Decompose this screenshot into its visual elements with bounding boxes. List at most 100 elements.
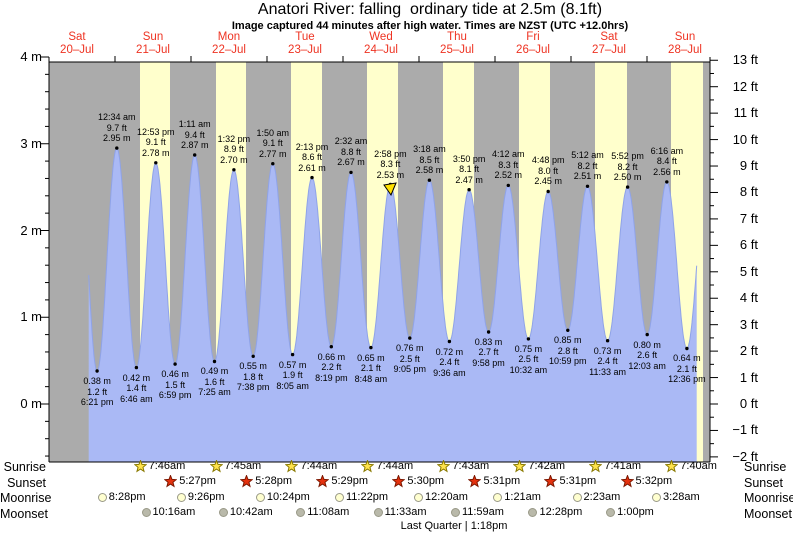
moonrise-time: 2:23am [583, 490, 621, 503]
tide-label-line: 0.38 m [83, 376, 111, 387]
tide-label-line: 2.53 m [376, 169, 405, 180]
high-tide-label: 2:32 am 8.8 ft 2.67 m [335, 136, 368, 168]
sunset-star-icon [316, 475, 330, 488]
moonset-icon [218, 508, 228, 517]
sunrise-entry: 7:43am [437, 459, 489, 473]
day-label: Sun 28–Jul [668, 31, 702, 56]
moonset-entry: 11:59am [450, 506, 504, 519]
tide-extreme-dot [605, 339, 610, 343]
sunset-time: 5:32pm [635, 475, 673, 487]
tide-label-line: 2.87 m [180, 140, 209, 151]
tide-label-line: 8.2 ft [577, 160, 598, 171]
moonset-entry: 10:42am [218, 506, 273, 519]
moonset-entry: 11:33am [373, 506, 427, 519]
high-tide-label: 4:12 am 8.3 ft 2.52 m [492, 149, 525, 181]
sunrise-entry: 7:42am [513, 459, 565, 473]
moonset-time: 12:28pm [539, 506, 583, 518]
tide-label-line: 0.64 m [673, 353, 701, 364]
right-axis-tick-label: 12 ft [732, 78, 758, 94]
current-time-marker [383, 181, 398, 196]
tide-label-line: 1.6 ft [204, 376, 225, 387]
tide-label-line: 8.9 ft [223, 144, 244, 155]
high-tide-label: 12:34 am 9.7 ft 2.95 m [98, 112, 136, 144]
tide-extreme-dot [665, 180, 669, 184]
sunrise-time: 7:41am [604, 459, 642, 472]
left-axis-tick-label: 0 m [20, 396, 42, 411]
sunrise-entry: 7:44am [361, 459, 414, 473]
tide-label-line: 1.8 ft [243, 371, 264, 382]
low-tide-label: 0.38 m 1.2 ft 6:21 pm [81, 376, 114, 408]
tide-label-line: 1.2 ft [87, 386, 108, 397]
moonrise-icon [97, 492, 107, 502]
tide-label-line: 10:32 am [509, 364, 548, 375]
star-shape [544, 475, 558, 488]
tide-label-line: 9.7 ft [106, 122, 127, 133]
moonrise-entry: 9:26pm [176, 491, 225, 504]
moonset-time: 1:00pm [617, 506, 654, 518]
right-axis-tick-label: 8 ft [739, 184, 758, 200]
star-shape [513, 459, 527, 472]
day-of-week: Mon [217, 31, 241, 43]
tide-label-line: 8:48 am [354, 373, 388, 384]
sunrise-star-icon [437, 459, 451, 472]
tide-label-line: 2.1 ft [676, 363, 697, 374]
tide-label-line: 12:03 am [628, 360, 666, 371]
moonrise-time: 1:21am [504, 490, 541, 503]
tide-label-line: 9:05 pm [393, 364, 427, 375]
low-tide-label: 0.64 m 2.1 ft 12:36 pm [668, 353, 706, 385]
tide-label-line: 6:16 am [650, 145, 684, 156]
moonset-time: 11:08am [307, 506, 350, 518]
tide-label-line: 2.95 m [103, 133, 131, 144]
tide-label-line: 8:05 am [276, 380, 309, 391]
right-axis-tick-label: 4 ft [739, 290, 758, 306]
tide-label-line: 3:50 pm [452, 153, 486, 164]
tide-label-line: 9.1 ft [145, 137, 166, 148]
tide-label-line: 2.5 ft [399, 353, 420, 364]
sunset-time: 5:31pm [483, 475, 521, 487]
low-tide-label: 0.75 m 2.5 ft 10:32 am [510, 344, 548, 376]
tide-label-line: 2.2 ft [321, 362, 342, 373]
day-date: 21–Jul [136, 43, 170, 56]
low-tide-label: 0.42 m 1.4 ft 6:46 am [120, 373, 153, 405]
star-shape [133, 459, 147, 472]
tide-extreme-dot [685, 346, 689, 351]
day-label: Wed 24–Jul [364, 31, 398, 56]
moonset-icon [141, 508, 151, 517]
star-shape [361, 459, 375, 472]
tide-extreme-dot [193, 153, 197, 157]
sunset-time: 5:28pm [255, 475, 292, 487]
sunset-star-icon [468, 475, 482, 488]
tide-label-line: 3:18 am [413, 144, 446, 155]
day-of-week: Sat [600, 31, 618, 43]
low-tide-label: 0.66 m 2.2 ft 8:19 pm [315, 352, 348, 384]
tide-label-line: 1.4 ft [126, 383, 147, 394]
chart-subtitle: Image captured 44 minutes after high wat… [231, 20, 629, 32]
moonrise-time: 3:28am [662, 490, 700, 503]
star-shape [437, 459, 451, 472]
day-of-week: Sun [142, 31, 164, 43]
sunrise-entry: 7:46am [133, 459, 185, 473]
sunrise-time: 7:45am [224, 459, 262, 472]
high-tide-label: 5:12 am 8.2 ft 2.51 m [571, 150, 604, 182]
moonrise-icon [334, 492, 344, 502]
low-tide-label: 0.76 m 2.5 ft 9:05 pm [393, 343, 426, 375]
moonset-time: 11:33am [384, 506, 427, 518]
tide-label-line: 0.42 m [122, 372, 151, 383]
sunrise-star-icon [285, 459, 299, 472]
day-of-week: Sun [674, 31, 696, 43]
tide-label-line: 8.0 ft [538, 165, 559, 176]
moonset-icon [606, 508, 616, 517]
moonrise-row-label-left: Moonrise [0, 491, 52, 505]
high-tide-label: 1:11 am 9.4 ft 2.87 m [179, 119, 211, 151]
day-of-week: Wed [369, 31, 393, 43]
tide-extreme-dot [271, 162, 275, 166]
low-tide-label: 0.80 m 2.6 ft 12:03 am [628, 340, 666, 372]
day-of-week: Sat [68, 31, 86, 43]
sunrise-time: 7:44am [376, 459, 414, 472]
tide-label-line: 11:33 am [589, 366, 626, 377]
day-date: 27–Jul [592, 43, 626, 56]
right-axis-tick-label: 7 ft [739, 210, 758, 226]
low-tide-label: 0.57 m 1.9 ft 8:05 am [276, 360, 309, 392]
tide-extreme-dot [310, 175, 314, 180]
tide-label-line: 8.8 ft [341, 146, 362, 157]
